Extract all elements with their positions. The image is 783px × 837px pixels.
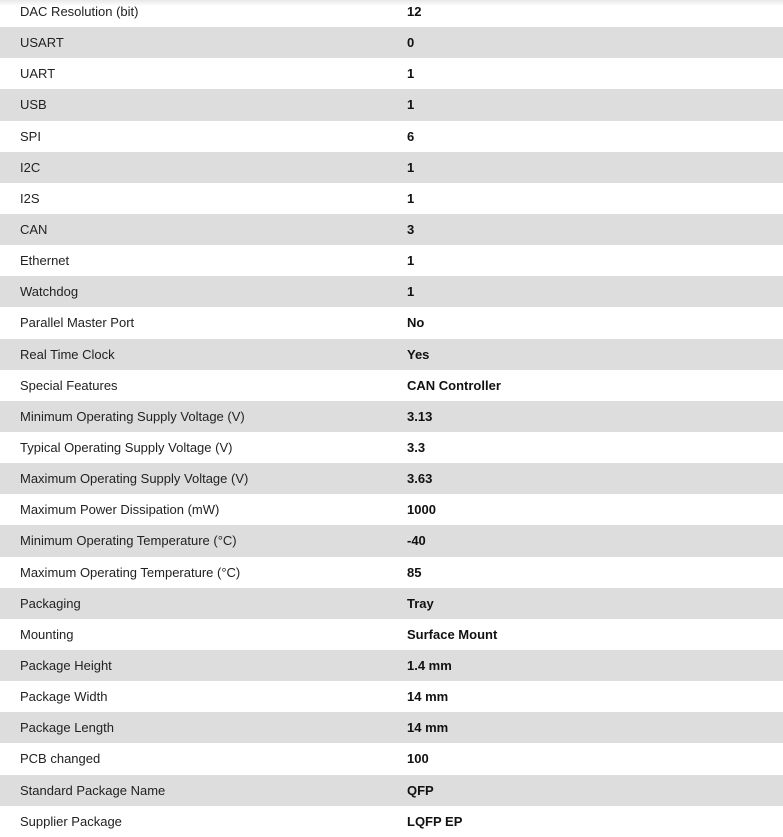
spec-row: Watchdog 1 [0, 276, 783, 308]
spec-row: Typical Operating Supply Voltage (V) 3.3 [0, 432, 783, 463]
spec-label: I2S [20, 190, 40, 206]
spec-label: UART [20, 66, 56, 82]
spec-row: SPI 6 [0, 121, 783, 152]
spec-value: 12 [407, 4, 422, 20]
spec-value: -40 [407, 533, 426, 549]
spec-label: DAC Resolution (bit) [20, 4, 139, 20]
spec-label: Mounting [20, 626, 74, 642]
spec-label: Watchdog [20, 284, 79, 300]
spec-value: Surface Mount [407, 626, 498, 642]
spec-label: Package Height [20, 658, 112, 674]
spec-row: Real Time Clock Yes [0, 338, 783, 370]
spec-row: Ethernet 1 [0, 245, 783, 276]
spec-row: DAC Resolution (bit) 12 [0, 0, 783, 27]
spec-value: Yes [407, 346, 430, 362]
spec-label: I2C [20, 159, 41, 175]
spec-row: CAN 3 [0, 213, 783, 246]
spec-label: SPI [20, 128, 41, 144]
spec-row: USB 1 [0, 89, 783, 121]
spec-label: Maximum Operating Temperature (°C) [20, 564, 241, 580]
spec-row: Minimum Operating Supply Voltage (V) 3.13 [0, 400, 783, 432]
spec-value: 3.13 [407, 408, 433, 424]
spec-label: Standard Package Name [20, 782, 166, 798]
spec-value: LQFP EP [407, 813, 463, 829]
spec-row: Package Length 14 mm [0, 712, 783, 744]
spec-label: Package Width [20, 689, 108, 705]
spec-value: QFP [407, 782, 434, 798]
spec-label: Minimum Operating Temperature (°C) [20, 533, 237, 549]
spec-label: Ethernet [20, 253, 70, 269]
spec-label: Parallel Master Port [20, 315, 135, 331]
spec-value: 1 [407, 66, 415, 82]
spec-value: 1 [407, 159, 415, 175]
spec-value: 0 [407, 35, 415, 51]
spec-row: I2C 1 [0, 151, 783, 183]
spec-row: Standard Package Name QFP [0, 774, 783, 806]
spec-value: 1 [407, 253, 415, 269]
spec-row: Special Features CAN Controller [0, 370, 783, 401]
spec-value: 1 [407, 190, 415, 206]
spec-value: 1000 [407, 502, 436, 518]
spec-label: PCB changed [20, 751, 101, 767]
spec-value: 1 [407, 284, 415, 300]
spec-row: Parallel Master Port No [0, 307, 783, 338]
spec-label: Typical Operating Supply Voltage (V) [20, 440, 233, 456]
spec-label: Package Length [20, 720, 114, 736]
spec-row: Packaging Tray [0, 587, 783, 619]
spec-value: Tray [407, 595, 434, 611]
spec-row: Maximum Operating Supply Voltage (V) 3.63 [0, 463, 783, 495]
spec-row: PCB changed 100 [0, 743, 783, 774]
spec-value: No [407, 315, 425, 331]
spec-row: Package Height 1.4 mm [0, 649, 783, 682]
spec-row: Supplier Package LQFP EP [0, 806, 783, 837]
spec-value: 3.63 [407, 471, 433, 487]
spec-value: 1 [407, 97, 415, 113]
spec-label: Real Time Clock [20, 346, 115, 362]
spec-value: 3.3 [407, 440, 426, 456]
spec-label: USB [20, 97, 47, 113]
spec-label: Maximum Operating Supply Voltage (V) [20, 471, 249, 487]
spec-value: 3 [407, 222, 415, 238]
spec-label: Supplier Package [20, 813, 122, 829]
spec-row: USART 0 [0, 27, 783, 59]
spec-row: Package Width 14 mm [0, 681, 783, 712]
spec-label: Packaging [20, 595, 81, 611]
spec-label: Minimum Operating Supply Voltage (V) [20, 408, 245, 424]
spec-row: I2S 1 [0, 183, 783, 214]
spec-value: CAN Controller [407, 377, 501, 393]
spec-value: 85 [407, 564, 422, 580]
top-shadow [0, 0, 783, 6]
spec-row: Maximum Operating Temperature (°C) 85 [0, 557, 783, 588]
spec-value: 100 [407, 751, 429, 767]
spec-label: Special Features [20, 377, 118, 393]
spec-label: USART [20, 35, 64, 51]
spec-value: 1.4 mm [407, 658, 452, 674]
spec-row: UART 1 [0, 58, 783, 89]
spec-value: 6 [407, 128, 415, 144]
spec-label: Maximum Power Dissipation (mW) [20, 502, 220, 518]
spec-value: 14 mm [407, 689, 449, 705]
spec-row: Minimum Operating Temperature (°C) -40 [0, 525, 783, 557]
spec-label: CAN [20, 222, 48, 238]
spec-value: 14 mm [407, 720, 449, 736]
spec-row: Maximum Power Dissipation (mW) 1000 [0, 494, 783, 525]
spec-row: Mounting Surface Mount [0, 619, 783, 650]
